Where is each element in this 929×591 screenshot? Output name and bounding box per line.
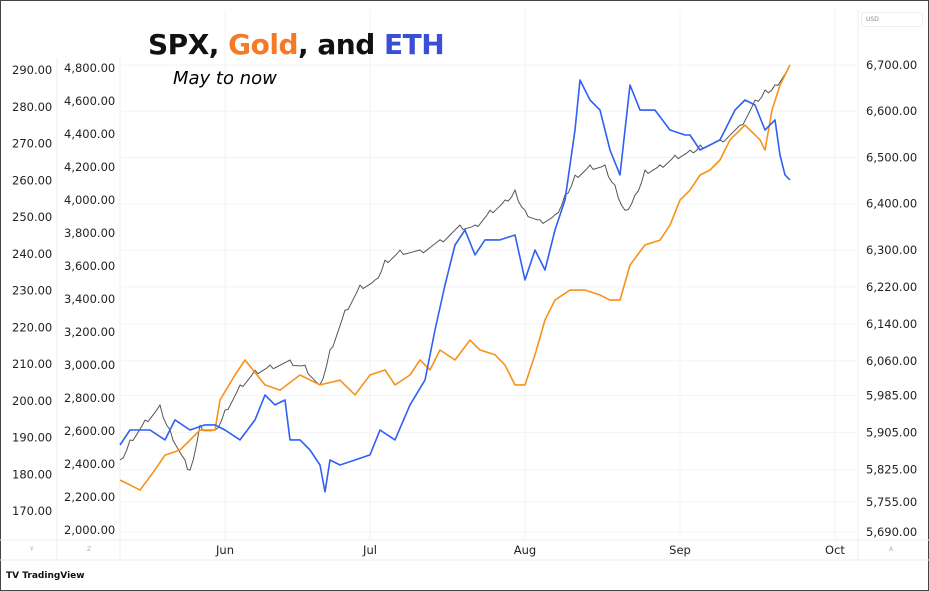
currency-label[interactable]: USD	[861, 12, 923, 27]
y-tick-eth: 2,600.00	[64, 424, 115, 438]
y-tick-right: 5,755.00	[866, 495, 917, 509]
y-tick-right: 6,140.00	[866, 317, 917, 331]
axis-settings-icon-left1[interactable]: Y	[30, 546, 34, 553]
y-tick-eth: 4,600.00	[64, 94, 115, 108]
y-tick-eth: 3,200.00	[64, 325, 115, 339]
series-line-spx[interactable]	[119, 64, 791, 471]
y-tick-right: 6,220.00	[866, 280, 917, 294]
y-tick-right: 6,500.00	[866, 150, 917, 164]
y-tick-right: 6,600.00	[866, 104, 917, 118]
tradingview-logo[interactable]: 𝗧𝗩 TradingView	[6, 571, 85, 581]
y-tick-gold: 220.00	[12, 320, 52, 334]
y-tick-gold: 180.00	[12, 467, 52, 481]
axis-auto-icon[interactable]: A	[889, 546, 894, 553]
series-line-gold[interactable]	[119, 64, 791, 491]
x-tick: Jun	[215, 543, 234, 557]
y-tick-right: 5,905.00	[866, 426, 917, 440]
chart-title: SPX, Gold, and ETH	[148, 28, 445, 61]
y-tick-gold: 210.00	[12, 357, 52, 371]
y-tick-eth: 2,800.00	[64, 391, 115, 405]
y-tick-right: 5,690.00	[866, 525, 917, 539]
y-tick-gold: 190.00	[12, 431, 52, 445]
y-tick-gold: 260.00	[12, 173, 52, 187]
y-tick-eth: 4,800.00	[64, 61, 115, 75]
y-tick-gold: 250.00	[12, 210, 52, 224]
y-tick-eth: 3,600.00	[64, 259, 115, 273]
axis-settings-icon-left2[interactable]: Z	[87, 546, 92, 553]
series-line-eth[interactable]	[119, 79, 791, 493]
y-tick-right: 5,825.00	[866, 463, 917, 477]
y-tick-gold: 270.00	[12, 137, 52, 151]
y-tick-right: 5,985.00	[866, 389, 917, 403]
title-spx: SPX,	[148, 28, 229, 61]
y-tick-gold: 290.00	[12, 63, 52, 77]
title-gold: Gold	[228, 28, 299, 61]
y-tick-right: 6,300.00	[866, 243, 917, 257]
y-tick-gold: 170.00	[12, 504, 52, 518]
y-tick-right: 6,700.00	[866, 58, 917, 72]
y-tick-eth: 4,400.00	[64, 127, 115, 141]
y-tick-eth: 2,200.00	[64, 490, 115, 504]
y-tick-eth: 3,400.00	[64, 292, 115, 306]
y-tick-eth: 4,200.00	[64, 160, 115, 174]
x-tick: Jul	[362, 543, 377, 557]
x-tick: Oct	[825, 543, 845, 557]
y-tick-eth: 2,000.00	[64, 523, 115, 537]
y-tick-gold: 240.00	[12, 247, 52, 261]
chart-subtitle: May to now	[173, 68, 277, 89]
y-tick-eth: 3,800.00	[64, 226, 115, 240]
y-tick-eth: 3,000.00	[64, 358, 115, 372]
y-tick-right: 6,060.00	[866, 354, 917, 368]
y-tick-gold: 280.00	[12, 100, 52, 114]
y-tick-right: 6,400.00	[866, 197, 917, 211]
brand-label: TradingView	[22, 571, 85, 581]
title-and: , and	[298, 28, 385, 61]
x-tick: Sep	[669, 543, 691, 557]
y-tick-gold: 230.00	[12, 284, 52, 298]
tradingview-logo-icon: 𝗧𝗩	[6, 571, 23, 581]
x-tick: Aug	[514, 543, 536, 557]
title-eth: ETH	[384, 28, 445, 61]
y-tick-eth: 2,400.00	[64, 457, 115, 471]
y-tick-gold: 200.00	[12, 394, 52, 408]
y-tick-eth: 4,000.00	[64, 193, 115, 207]
